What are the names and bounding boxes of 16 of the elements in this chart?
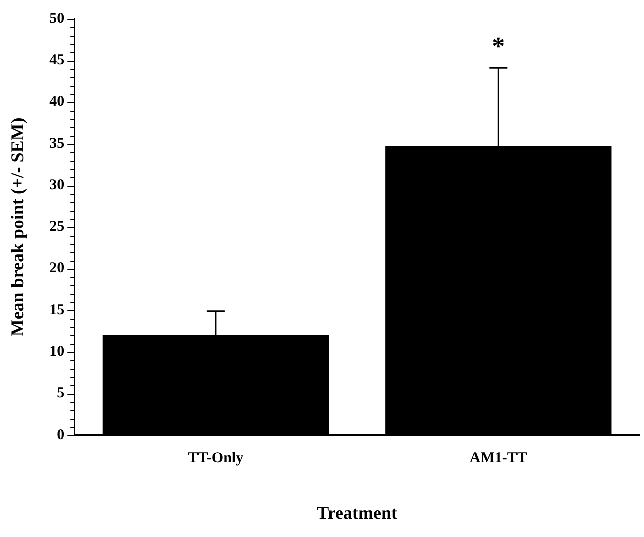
y-tick-label: 5: [57, 386, 65, 402]
y-tick-label: 45: [50, 52, 65, 69]
x-tick-label: TT-Only: [188, 450, 244, 466]
y-tick-label: 25: [50, 219, 65, 236]
y-tick-label: 30: [50, 177, 65, 194]
y-axis-title: Mean break point (+/- SEM): [7, 118, 28, 337]
y-tick-label: 50: [50, 10, 65, 27]
y-tick-label: 10: [50, 344, 65, 360]
y-tick-label: 35: [50, 136, 65, 152]
x-axis-title: Treatment: [317, 502, 398, 523]
y-tick-label: 20: [50, 260, 65, 277]
y-tick-label: 0: [57, 427, 65, 444]
x-tick-label: AM1-TT: [470, 450, 528, 466]
y-tick-label: 40: [50, 94, 65, 110]
y-tick-label: 15: [50, 302, 65, 318]
annotation: *: [492, 32, 506, 61]
